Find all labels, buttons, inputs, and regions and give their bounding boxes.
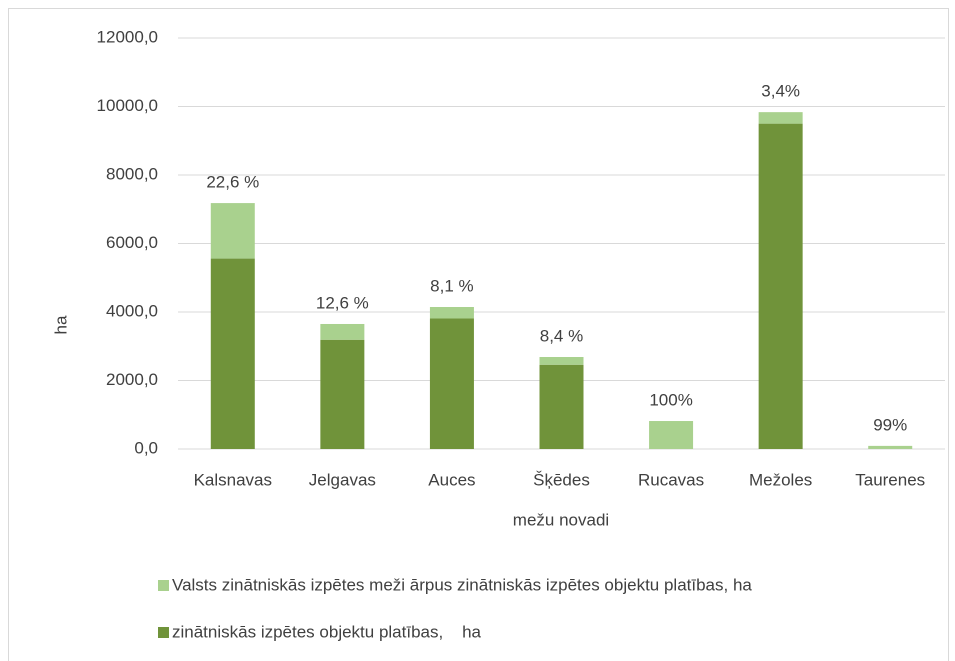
legend-swatch [158,580,169,591]
y-tick-label: 6000,0 [106,233,158,252]
bar-segment [539,364,584,449]
x-tick-label: Mežoles [749,470,812,489]
y-tick-label: 8000,0 [106,164,158,183]
bar-segment [429,318,474,449]
bar-annotation: 12,6 % [316,293,369,312]
bar-segment [320,323,365,340]
y-tick-label: 4000,0 [106,301,158,320]
bar-annotation: 8,4 % [540,326,583,345]
x-axis-label: mežu novadi [513,510,609,529]
bar-segment [758,112,803,124]
x-tick-label: Rucavas [638,470,704,489]
bar-segment [210,203,255,259]
y-tick-label: 2000,0 [106,370,158,389]
bar-segment [649,421,694,449]
x-tick-label: Šķēdes [533,470,590,489]
x-tick-label: Jelgavas [309,470,376,489]
bar-segment [320,339,365,449]
y-tick-label: 0,0 [134,438,158,457]
bar-segment [539,357,584,365]
bar-segment [429,306,474,319]
bar-annotation: 22,6 % [206,173,259,192]
y-tick-label: 12000,0 [97,27,158,46]
legend-label: Valsts zinātniskās izpētes meži ārpus zi… [172,575,752,594]
legend-label: zinātniskās izpētes objektu platības, ha [172,622,482,641]
bar-segment [758,123,803,449]
legend-swatch [158,627,169,638]
bar-annotation: 99% [873,415,907,434]
bar-annotation: 8,1 % [430,276,473,295]
bar-segment [210,258,255,449]
bar-annotation: 100% [649,391,692,410]
chart-border [8,8,949,661]
y-axis-label: ha [51,315,70,334]
bar-segment [868,445,913,449]
y-tick-label: 10000,0 [97,96,158,115]
x-tick-label: Taurenes [855,470,925,489]
x-tick-label: Kalsnavas [194,470,272,489]
x-tick-label: Auces [428,470,475,489]
bar-annotation: 3,4% [761,82,800,101]
